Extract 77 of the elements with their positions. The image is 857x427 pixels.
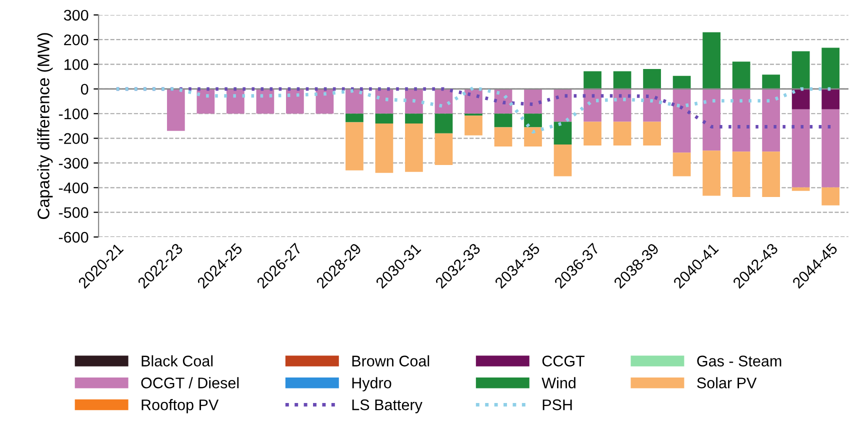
bar — [554, 122, 572, 144]
bar — [464, 116, 482, 136]
bar — [762, 74, 780, 89]
bar — [524, 127, 542, 146]
bar — [613, 71, 632, 89]
legend-label: CCGT — [542, 356, 585, 366]
bar — [584, 71, 602, 89]
y-tick-label: -500 — [58, 207, 88, 218]
bar — [256, 88, 274, 114]
bar — [732, 62, 750, 89]
y-tick-label: -300 — [58, 158, 88, 169]
bar — [405, 124, 423, 172]
legend-label: Solar PV — [697, 377, 757, 388]
bar — [346, 122, 364, 170]
y-tick-label: 0 — [80, 84, 88, 95]
bar — [792, 51, 810, 89]
bar — [732, 88, 750, 152]
legend-label: Hydro — [352, 377, 392, 392]
legend-label: Gas - Steam — [697, 356, 782, 366]
bar — [762, 88, 780, 152]
y-tick-label: -200 — [58, 133, 88, 144]
bar — [822, 48, 840, 89]
bar — [316, 88, 334, 114]
bar — [434, 133, 453, 165]
y-axis-title: Capacity difference (MW) — [37, 33, 53, 219]
bar — [672, 152, 691, 176]
bar — [464, 88, 482, 114]
bar — [584, 122, 602, 146]
legend-label: Rooftop PV — [142, 399, 219, 414]
bar — [375, 124, 394, 173]
bar — [375, 114, 394, 124]
bar — [405, 114, 423, 124]
y-tick-label: 300 — [64, 10, 88, 21]
bar — [672, 88, 691, 153]
bar — [554, 88, 572, 122]
y-tick-label: -400 — [58, 182, 88, 194]
bar — [702, 150, 720, 196]
bar — [672, 76, 691, 89]
bar — [554, 144, 572, 176]
bar — [643, 68, 661, 89]
y-tick-label: 100 — [64, 59, 88, 70]
bar — [822, 109, 840, 188]
bar — [792, 187, 810, 191]
bar — [166, 88, 185, 131]
y-tick-label: -600 — [58, 232, 88, 243]
bar — [792, 109, 810, 188]
bar — [732, 152, 750, 198]
bar — [375, 88, 394, 114]
bar — [494, 114, 512, 128]
legend-label: Brown Coal — [352, 355, 430, 366]
y-tick-label: 200 — [64, 34, 88, 46]
bar — [643, 88, 661, 122]
bar — [613, 88, 632, 122]
legend-label: Black Coal — [142, 355, 213, 366]
bar — [405, 88, 423, 114]
legend-label: PSH — [542, 399, 572, 410]
legend-label: LS Battery — [352, 399, 422, 414]
bar — [702, 32, 720, 89]
bar — [346, 88, 364, 114]
bar — [822, 187, 840, 206]
bar — [346, 114, 364, 122]
bar — [702, 88, 720, 151]
bar — [524, 88, 542, 114]
y-tick-label: -100 — [58, 108, 88, 120]
bar — [792, 88, 810, 110]
bar — [524, 114, 542, 128]
bar — [762, 152, 780, 198]
bar — [643, 122, 661, 146]
bar — [286, 88, 304, 114]
bar — [584, 88, 602, 122]
legend-label: Wind — [542, 377, 576, 388]
bar — [226, 88, 244, 114]
bar — [822, 88, 840, 110]
bar — [494, 127, 512, 146]
legend-label: OCGT / Diesel — [141, 377, 239, 388]
bar — [613, 122, 632, 146]
bar — [434, 114, 453, 134]
